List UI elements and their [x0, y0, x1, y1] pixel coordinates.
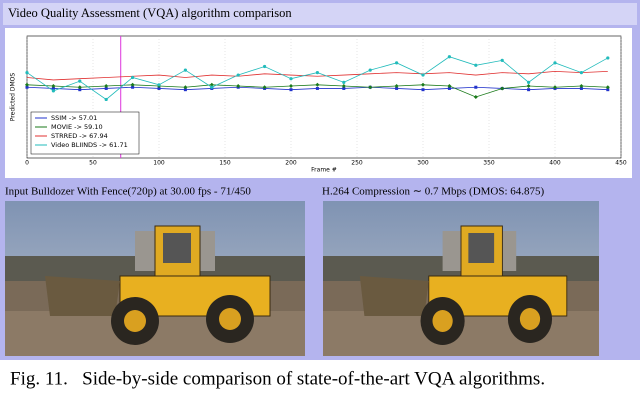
marker: [500, 86, 505, 91]
marker: [210, 85, 214, 89]
marker: [183, 68, 187, 72]
series-line: [26, 70, 608, 81]
marker: [342, 80, 346, 84]
marker: [157, 86, 161, 90]
x-tick-label: 400: [549, 160, 561, 167]
marker: [289, 88, 293, 92]
figure-caption: Fig. 11. Side-by-side comparison of stat…: [10, 368, 545, 389]
marker: [473, 95, 478, 99]
marker: [315, 82, 320, 87]
marker: [606, 56, 610, 60]
x-axis-label: Frame #: [311, 167, 337, 174]
marker: [447, 84, 452, 89]
input-frame: [4, 200, 306, 357]
marker: [474, 63, 478, 67]
marker: [25, 85, 29, 89]
marker: [341, 84, 346, 89]
legend-label: MOVIE -> 59.10: [51, 123, 103, 131]
marker: [579, 71, 584, 75]
x-tick-label: 300: [417, 160, 429, 167]
marker: [104, 84, 109, 89]
marker: [77, 85, 82, 90]
x-tick-label: 200: [285, 160, 297, 167]
marker: [474, 85, 478, 89]
marker: [104, 86, 108, 90]
marker: [104, 97, 108, 102]
marker: [130, 82, 135, 87]
marker: [579, 86, 583, 90]
marker: [315, 86, 319, 90]
marker: [447, 55, 451, 59]
marker: [421, 73, 425, 77]
marker: [289, 84, 293, 89]
x-tick-label: 50: [89, 160, 97, 167]
marker: [526, 84, 531, 89]
marker: [131, 75, 135, 80]
marker: [605, 85, 610, 90]
marker: [394, 84, 399, 89]
marker: [447, 86, 451, 90]
marker: [157, 83, 161, 87]
marker: [315, 71, 319, 75]
y-axis-label: Predicted DMOS: [10, 73, 17, 122]
marker: [25, 71, 29, 75]
marker: [51, 89, 56, 93]
marker: [78, 79, 82, 83]
x-tick-label: 0: [25, 160, 29, 167]
marker: [553, 85, 557, 90]
marker: [500, 58, 504, 63]
x-tick-label: 250: [351, 160, 363, 167]
marker: [342, 86, 346, 90]
marker: [579, 84, 584, 89]
marker: [263, 64, 267, 69]
left-caption: Input Bulldozer With Fence(720p) at 30.0…: [5, 186, 251, 198]
marker: [236, 84, 241, 89]
marker: [78, 88, 82, 92]
marker: [527, 80, 531, 84]
marker: [368, 85, 373, 90]
marker: [421, 88, 425, 92]
marker: [421, 82, 425, 87]
compressed-frame: [322, 200, 600, 357]
legend-label: SSIM -> 57.01: [51, 114, 97, 122]
marker: [527, 88, 531, 92]
marker: [236, 73, 240, 77]
marker: [183, 88, 187, 92]
marker: [289, 77, 293, 81]
x-tick-label: 350: [483, 160, 495, 167]
title: Video Quality Assessment (VQA) algorithm…: [8, 6, 292, 20]
marker: [606, 88, 610, 92]
marker: [51, 86, 55, 90]
right-caption: H.264 Compression ∼ 0.7 Mbps (DMOS: 64.8…: [322, 186, 545, 198]
x-tick-label: 450: [615, 160, 627, 167]
marker: [131, 85, 135, 89]
legend-label: Video BLIINDS -> 61.71: [51, 141, 128, 149]
marker: [209, 82, 214, 87]
marker: [262, 85, 267, 90]
x-tick-label: 150: [219, 160, 231, 167]
legend-box: [30, 111, 140, 155]
x-tick-label: 100: [153, 160, 165, 167]
marker: [183, 85, 188, 90]
marker: [553, 61, 557, 65]
title-bar: [3, 3, 637, 25]
marker: [25, 82, 29, 87]
legend-label: STRRED -> 67.94: [51, 132, 108, 140]
marker: [395, 86, 399, 90]
marker: [51, 84, 56, 89]
marker: [395, 61, 399, 65]
marker: [368, 68, 372, 72]
